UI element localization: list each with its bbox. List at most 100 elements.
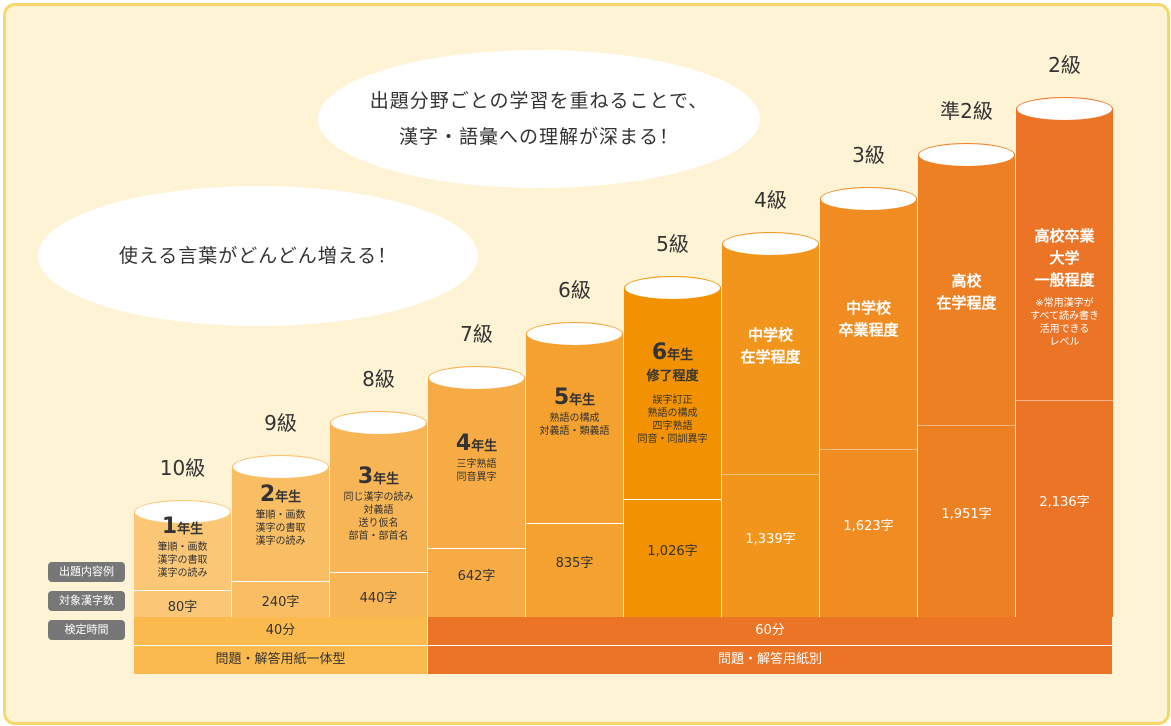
kanji-count: 1,623字 [843, 519, 894, 534]
content-example: 中学校 卒業程度 [820, 297, 917, 341]
question-type: 熟語の構成 [647, 408, 698, 419]
grade-bar [1016, 109, 1113, 617]
level-note-line: 活用できる [1039, 324, 1090, 335]
school-year-number: 2 [259, 482, 276, 507]
content-example: 6年生 修了程度 誤字訂正 熟語の構成 四字熟語 同音・同訓異字 [624, 340, 721, 446]
grade-column: 6級 835字 5年生 熟語の構成 対義語・類義語 [526, 0, 623, 617]
grade-column: 4級 1,339字 中学校 在学程度 [722, 0, 819, 617]
content-example: 4年生三字熟語同音異字 [428, 431, 525, 484]
level-heading: 大学 [1049, 249, 1080, 267]
time-band-60: 60分 [428, 617, 1112, 646]
school-year-label: 年生 [471, 439, 498, 454]
grade-bar-top [134, 500, 231, 524]
question-type: 四字熟語 [652, 421, 693, 432]
school-year-label: 年生 [275, 490, 302, 505]
kanji-count: 1,951字 [941, 507, 992, 522]
question-type: 同じ漢字の読み [343, 492, 414, 503]
school-year-number: 4 [455, 431, 472, 456]
grade-bar [526, 334, 623, 617]
content-example: 3年生 同じ漢字の読み 対義語 送り仮名 部首・部首名 [330, 464, 427, 543]
completion-level: 修了程度 [646, 369, 699, 384]
question-type: 筆順・画数 [157, 542, 208, 553]
grade-bar [134, 512, 231, 617]
grade-label: 6級 [558, 278, 591, 302]
grade-bar-top [624, 276, 721, 300]
question-types: 誤字訂正熟語の構成四字熟語同音・同訓異字 [624, 394, 721, 446]
grade-column: 9級 240字 2年生 筆順・画数 漢字の書取 漢字の読み [232, 0, 329, 617]
row-divider [1016, 400, 1113, 401]
row-divider [330, 572, 427, 573]
school-year: 5年生 [526, 385, 623, 410]
level-note: ※常用漢字が すべて読み書き 活用できる レベル [1016, 297, 1113, 349]
content-example: 2年生筆順・画数 漢字の書取 漢字の読み [232, 482, 329, 548]
grade-column: 7級 642字 4年生 三字熟語 同音異字 [428, 0, 525, 617]
level-heading: 在学程度 [740, 348, 801, 366]
grade-column: 8級 440字 3年生 同じ漢字の読み 対義語 送り仮名 部首・部首名 [330, 0, 427, 617]
grade-label: 2級 [1048, 53, 1081, 77]
format-band-separate: 問題・解答用紙別 [428, 646, 1112, 674]
kanji-count: 2,136字 [1039, 495, 1090, 510]
row-divider [526, 523, 623, 524]
school-year-label: 年生 [177, 522, 204, 537]
grade-label: 4級 [754, 188, 787, 212]
school-year-number: 1 [161, 514, 178, 539]
grade-column: 3級 1,623字 中学校 卒業程度 [820, 0, 917, 617]
content-example: 高校 在学程度 [918, 270, 1015, 314]
level-heading: 在学程度 [936, 294, 997, 312]
grade-column: 2級 2,136字 高校卒業 大学 一般程度 ※常用漢字が すべて読み書き 活用できる レベル [1016, 0, 1113, 617]
level-heading: 一般程度 [1034, 271, 1095, 289]
question-type: 筆順・画数 [255, 510, 306, 521]
school-year-number: 3 [357, 464, 374, 489]
level-heading: 中学校 [845, 299, 891, 317]
grade-bar [918, 155, 1015, 617]
school-year-number: 5 [553, 385, 570, 410]
question-type: 同音異字 [456, 472, 497, 483]
school-year: 3年生 [330, 464, 427, 489]
kanji-count: 1,026字 [647, 544, 698, 559]
grade-bar [232, 467, 329, 617]
row-label-kanji-count: 対象漢字数 [48, 591, 125, 611]
speech-bubble-left: 使える言葉がどんどん増える！ [38, 186, 478, 326]
question-type: 対義語 [363, 505, 394, 516]
grade-bar [330, 423, 427, 617]
row-divider [232, 581, 329, 582]
school-year-number: 6 [651, 340, 668, 365]
grade-column: 準2級 1,951字 高校 在学程度 [918, 0, 1015, 617]
school-year: 1年生 [134, 514, 231, 539]
content-example: 中学校 在学程度 [722, 324, 819, 368]
grade-label: 準2級 [940, 99, 993, 123]
content-example: 高校卒業大学一般程度 ※常用漢字が すべて読み書き 活用できる レベル [1016, 225, 1113, 349]
level-note-line: ※常用漢字が [1035, 298, 1094, 309]
question-type: 同音・同訓異字 [637, 434, 708, 445]
grade-label: 3級 [852, 143, 885, 167]
grade-bar [428, 378, 525, 617]
grade-bar [624, 288, 721, 617]
content-example: 1年生 筆順・画数 漢字の書取 漢字の読み [134, 514, 231, 580]
question-types: 筆順・画数 漢字の書取 漢字の読み [134, 541, 231, 580]
kanji-count: 440字 [359, 591, 398, 606]
kanji-count: 642字 [457, 569, 496, 584]
question-type: 三字熟語 [456, 459, 497, 470]
grade-bar [722, 244, 819, 617]
question-type: 誤字訂正 [652, 395, 693, 406]
grade-label: 8級 [362, 367, 395, 391]
level-heading: 高校卒業 [1034, 227, 1095, 245]
school-year: 4年生 [428, 431, 525, 456]
bubble-left-text: 使える言葉がどんどん増える！ [118, 245, 398, 267]
level-heading: 高校 [951, 272, 982, 290]
school-year-label: 年生 [373, 472, 400, 487]
grade-bar-top [722, 232, 819, 256]
question-types: 筆順・画数 漢字の書取 漢字の読み [232, 509, 329, 548]
kanji-count: 835字 [555, 556, 594, 571]
grade-bar-top [330, 411, 427, 435]
grade-bar-top [232, 455, 329, 479]
grade-label: 9級 [264, 411, 297, 435]
grade-bar-top [918, 143, 1015, 167]
question-type: 部首・部首名 [348, 531, 409, 542]
row-divider [428, 548, 525, 549]
level-heading: 中学校 [747, 326, 793, 344]
grade-column: 5級 1,026字 6年生 修了程度 誤字訂正 熟語の構成 四字熟語 同音・同訓異字 [624, 0, 721, 617]
bubble-top-line-1: 出題分野ごとの学習を重ねることで、 [369, 90, 709, 112]
question-type: 漢字の書取 [157, 555, 208, 566]
question-type: 漢字の読み [255, 536, 306, 547]
